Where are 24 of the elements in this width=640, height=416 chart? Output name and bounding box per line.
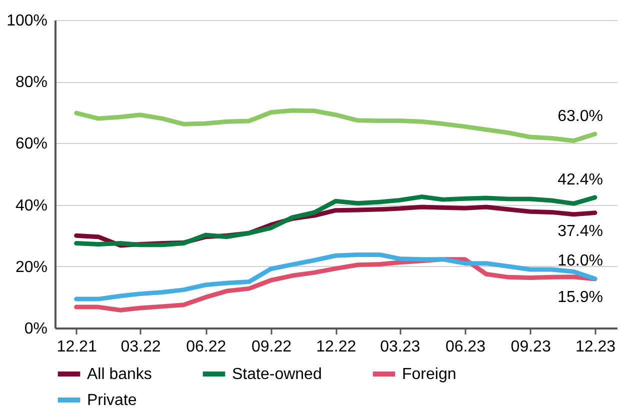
- annotation: 42.4%: [558, 171, 603, 188]
- annotation: 15.9%: [558, 289, 603, 306]
- x-tick-label: 12.23: [575, 338, 616, 356]
- annotation: 63.0%: [558, 108, 603, 125]
- legend-label: All banks: [87, 366, 152, 383]
- y-tick-label: 60%: [15, 136, 48, 153]
- x-tick-label: 09.22: [251, 338, 292, 356]
- y-tick-label: 20%: [15, 258, 48, 276]
- annotation: 16.0%: [558, 252, 603, 270]
- legend-label: Private: [87, 392, 137, 409]
- x-tick-label: 03.22: [120, 338, 161, 356]
- x-tick-label: 06.22: [186, 338, 226, 356]
- y-tick-label: 100%: [6, 12, 48, 30]
- legend-label: Foreign: [402, 366, 456, 383]
- y-tick-label: 40%: [15, 197, 48, 214]
- x-tick-label: 12.22: [316, 338, 356, 356]
- x-tick-label: 12.21: [56, 338, 97, 356]
- x-tick-label: 06.23: [445, 338, 486, 356]
- x-tick-label: 09.23: [510, 338, 551, 356]
- y-tick-label: 0%: [24, 320, 48, 338]
- legend-label: State-owned: [232, 366, 322, 383]
- y-tick-label: 80%: [15, 74, 48, 92]
- annotation: 37.4%: [558, 222, 603, 240]
- x-tick-label: 03.23: [380, 338, 420, 356]
